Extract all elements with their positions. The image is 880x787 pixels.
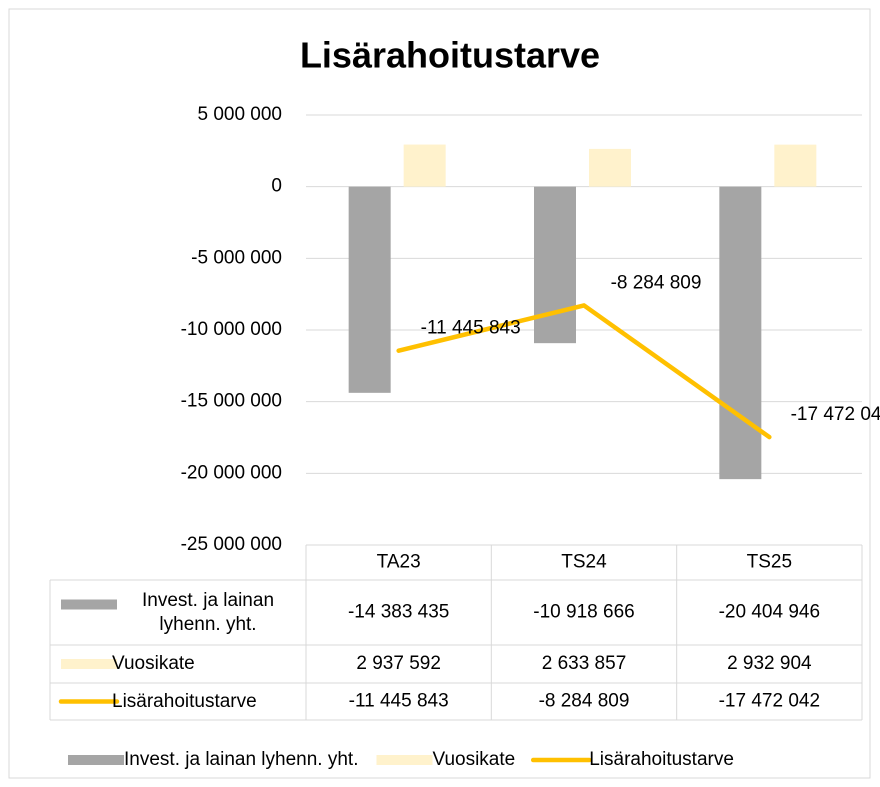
table-cell: -8 284 809 [539,691,630,712]
table-cell: -11 445 843 [349,691,449,712]
x-tick-label: TS25 [747,552,792,573]
y-tick-label: -25 000 000 [181,534,282,555]
x-tick-label: TA23 [377,552,421,573]
table-cell: -14 383 435 [348,602,449,623]
line-series [396,303,772,440]
y-tick-label: -20 000 000 [181,462,282,483]
table-cell: 2 932 904 [727,653,812,674]
y-tick-label: 5 000 000 [197,104,282,125]
y-tick-label: -15 000 000 [181,391,282,412]
table-legend-key [61,659,117,669]
bar [719,186,762,480]
series-name: Invest. ja lainan lyhenn. yht. [141,589,275,635]
bar [403,144,446,187]
table-cell: 2 633 857 [542,653,627,674]
table-series-name: Lisärahoitustarve [112,690,257,712]
table-series-name: Invest. ja lainan lyhenn. yht. [141,589,275,635]
series-name: Lisärahoitustarve [112,690,257,712]
legend-key [376,755,433,765]
y-tick-label: 0 [271,176,282,197]
bar [534,186,576,344]
table-cell: 2 937 592 [356,653,441,674]
data-label: -17 472 042 [791,404,880,425]
bar [774,144,817,187]
x-tick-label: TS24 [561,552,607,573]
legend-key [68,755,124,765]
table-cell: -17 472 042 [719,691,820,712]
bar [589,148,631,187]
chart-title: Lisärahoitustarve [300,35,600,76]
legend-label: Vuosikate [432,749,515,770]
legend-label: Lisärahoitustarve [589,749,734,770]
bar [348,186,391,393]
table-series-name: Vuosikate [112,653,195,674]
series-name: Vuosikate [112,653,195,674]
data-label: -11 445 843 [421,318,521,339]
data-label: -8 284 809 [611,272,702,293]
table-cell: -20 404 946 [719,602,820,623]
legend-label: Invest. ja lainan lyhenn. yht. [124,749,358,770]
y-tick-label: -5 000 000 [191,247,282,268]
y-tick-label: -10 000 000 [181,319,282,340]
table-cell: -10 918 666 [533,602,634,623]
table-legend-key [61,599,117,610]
